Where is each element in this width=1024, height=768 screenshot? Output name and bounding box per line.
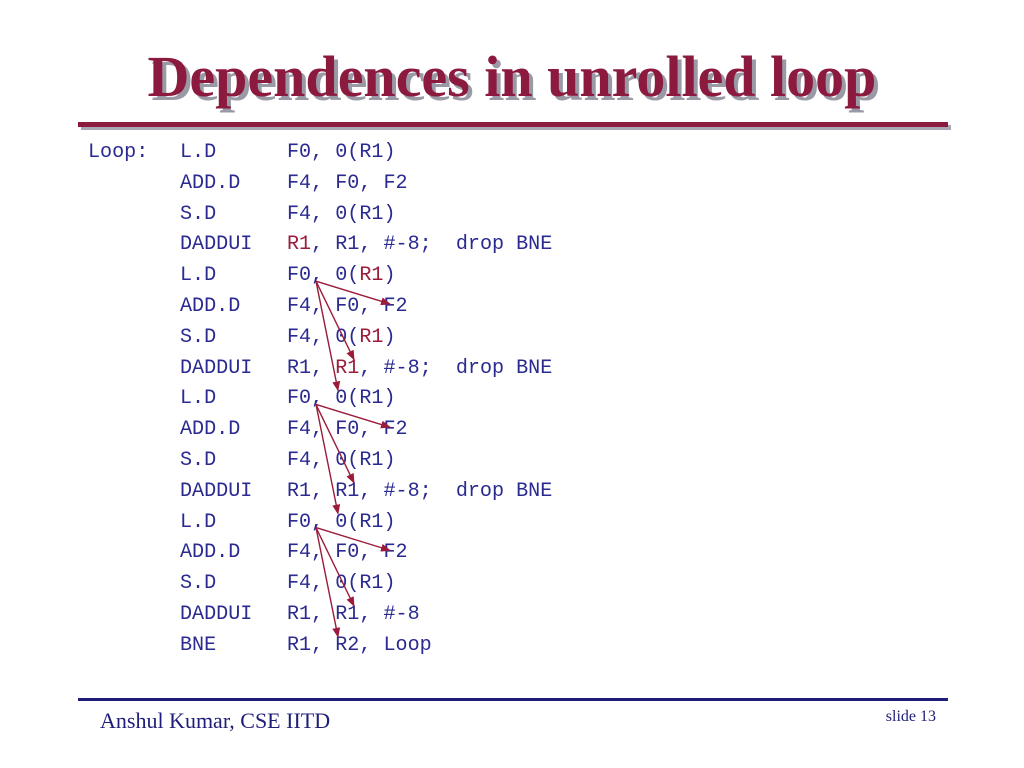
code-opcode: ADD.D (180, 294, 241, 318)
code-line: DADDUI R1, R1, #-8 (88, 600, 552, 631)
code-line: ADD.D F4, F0, F2 (88, 538, 552, 569)
code-line: DADDUI R1, R1, #-8; drop BNE (88, 230, 552, 261)
code-opcode: DADDUI (180, 233, 253, 257)
code-line: DADDUI R1, R1, #-8; drop BNE (88, 477, 552, 508)
register-highlight: R1 (287, 233, 312, 257)
code-opcode: L.D (180, 387, 217, 411)
code-line: ADD.D F4, F0, F2 (88, 169, 552, 200)
code-opcode: L.D (180, 264, 217, 288)
code-operands: F4, F0, F2 (287, 294, 408, 318)
code-operands: R1, R2, Loop (287, 633, 432, 657)
code-line: S.D F4, 0(R1) (88, 446, 552, 477)
register-highlight: R1 (335, 356, 360, 380)
code-operands: F0, 0(R1) (287, 510, 396, 534)
code-label: Loop: (88, 141, 149, 164)
code-opcode: S.D (180, 448, 217, 472)
code-opcode: ADD.D (180, 418, 241, 442)
code-operands: F0, 0(R1) (287, 387, 396, 411)
code-operands: , R1, #-8; drop BNE (311, 233, 553, 257)
code-operands: F4, 0(R1) (287, 572, 396, 596)
slide-title: Dependences in unrolled loop (147, 44, 877, 109)
code-line: BNE R1, R2, Loop (88, 631, 552, 662)
footer-author: Anshul Kumar, CSE IITD (100, 708, 331, 733)
code-line: Loop: L.D F0, 0(R1) (88, 138, 552, 169)
code-operands: F4, F0, F2 (287, 541, 408, 565)
code-line: S.D F4, 0(R1) (88, 323, 552, 354)
code-line: L.D F0, 0(R1) (88, 508, 552, 539)
code-operands: R1, R1, #-8 (287, 602, 420, 626)
code-operands: F4, F0, F2 (287, 171, 408, 195)
code-opcode: ADD.D (180, 171, 241, 195)
code-operands: F4, 0( (287, 325, 360, 349)
register-highlight: R1 (359, 325, 384, 349)
code-opcode: L.D (180, 141, 217, 164)
code-operands: R1, R1, #-8; drop BNE (287, 479, 553, 503)
code-line: ADD.D F4, F0, F2 (88, 415, 552, 446)
code-line: DADDUI R1, R1, #-8; drop BNE (88, 354, 552, 385)
code-operands: F4, F0, F2 (287, 418, 408, 442)
code-opcode: S.D (180, 202, 217, 226)
code-operands: ) (383, 325, 396, 349)
code-operands: , #-8; drop BNE (359, 356, 553, 380)
code-operands: F4, 0(R1) (287, 202, 396, 226)
code-line: S.D F4, 0(R1) (88, 200, 552, 231)
code-opcode: DADDUI (180, 356, 253, 380)
code-operands: ) (383, 264, 396, 288)
code-line: L.D F0, 0(R1) (88, 261, 552, 292)
code-line: S.D F4, 0(R1) (88, 569, 552, 600)
code-opcode: BNE (180, 633, 217, 657)
code-opcode: ADD.D (180, 541, 241, 565)
code-operands: F0, 0(R1) (287, 141, 396, 164)
code-opcode: DADDUI (180, 602, 253, 626)
code-opcode: DADDUI (180, 479, 253, 503)
code-operands: F0, 0( (287, 264, 360, 288)
code-opcode: S.D (180, 572, 217, 596)
code-listing: Loop: L.D F0, 0(R1) ADD.D F4, F0, F2 S.D F4, 0… (88, 138, 552, 662)
code-operands: R1, (287, 356, 336, 380)
code-opcode: S.D (180, 325, 217, 349)
code-operands: F4, 0(R1) (287, 448, 396, 472)
code-line: ADD.D F4, F0, F2 (88, 292, 552, 323)
title-underline (78, 122, 948, 127)
code-opcode: L.D (180, 510, 217, 534)
register-highlight: R1 (359, 264, 384, 288)
slide-number: slide 13 (885, 708, 936, 725)
footer-rule (78, 698, 948, 701)
code-line: L.D F0, 0(R1) (88, 384, 552, 415)
